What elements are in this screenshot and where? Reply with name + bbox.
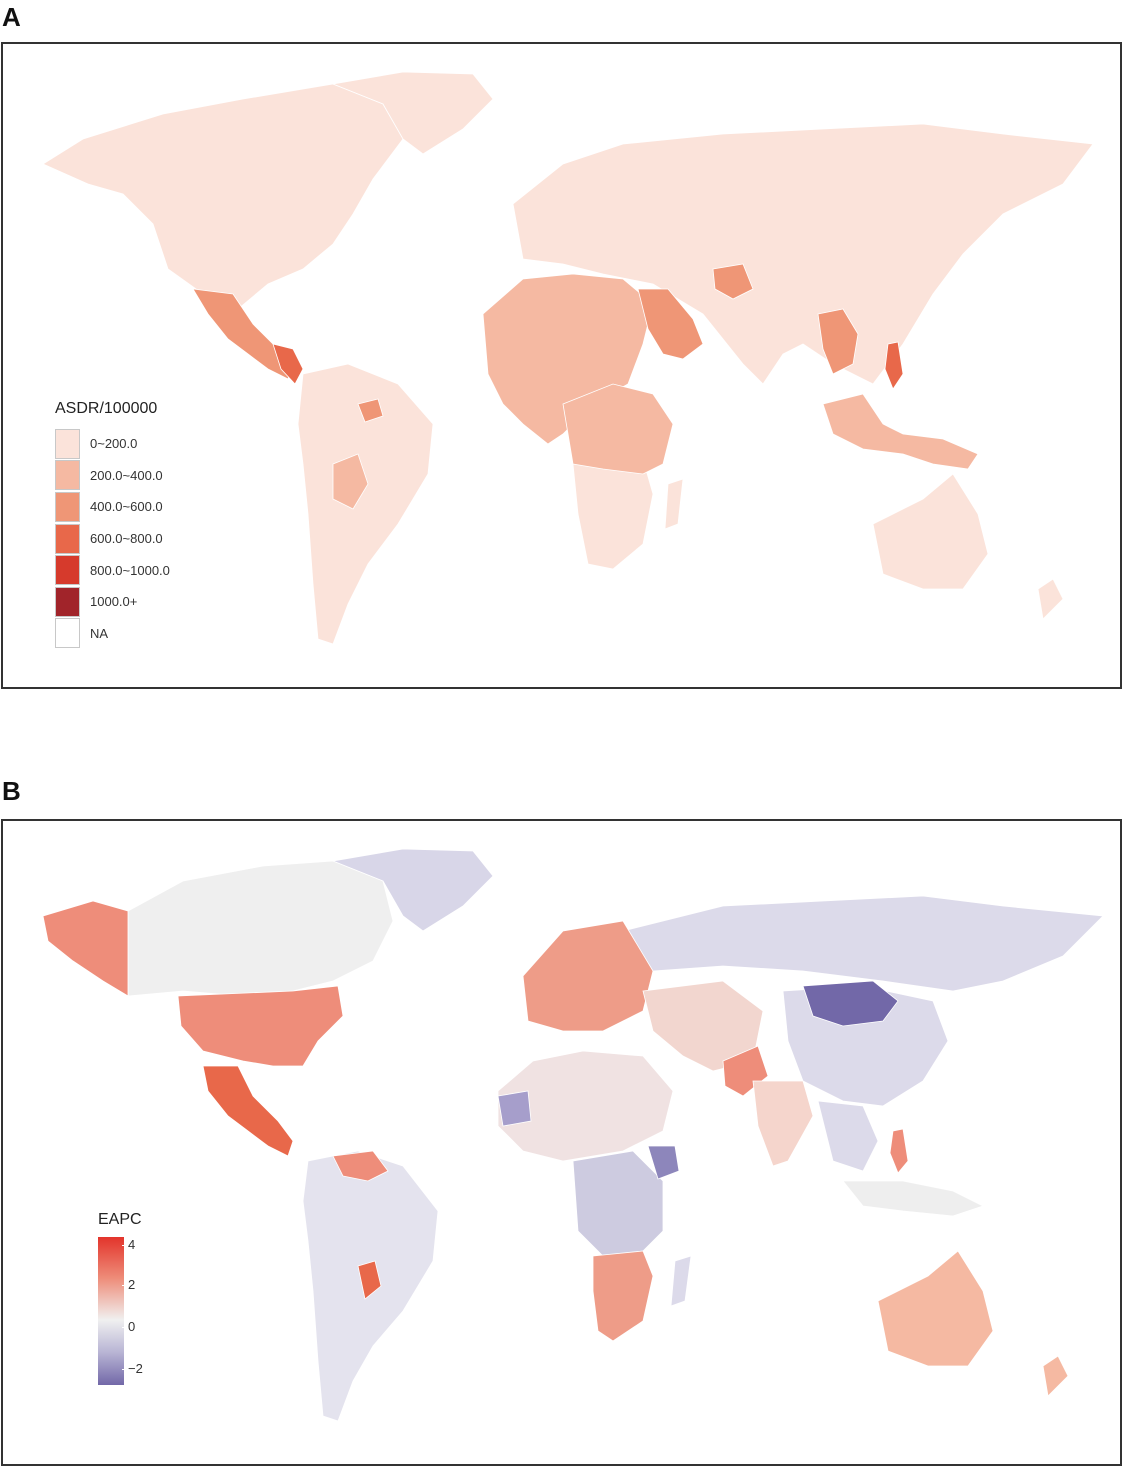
legend-swatch xyxy=(55,618,80,649)
mexico xyxy=(192,288,294,380)
mauritania-region xyxy=(497,1090,532,1127)
mainland-southeast-asia xyxy=(817,308,859,375)
central-america xyxy=(272,343,304,385)
eapc-tick: 0 xyxy=(121,1319,136,1334)
world-map-eapc xyxy=(42,848,1104,1422)
eapc-legend-title: EAPC xyxy=(98,1211,142,1228)
philippines xyxy=(889,1128,909,1174)
legend-swatch xyxy=(55,460,80,491)
united-states xyxy=(177,985,344,1067)
asdr-legend: ASDR/100000 0~200.0 200.0~400.0 400.0~60… xyxy=(55,400,170,649)
legend-item: 0~200.0 xyxy=(55,428,170,460)
india xyxy=(752,1080,814,1167)
legend-item-label: 600.0~800.0 xyxy=(90,531,163,547)
mongolia xyxy=(802,980,899,1027)
new-zealand xyxy=(1042,1355,1069,1397)
eapc-colorbar: 4 2 0 −2 xyxy=(98,1237,143,1387)
australia xyxy=(877,1250,994,1367)
bolivia-region xyxy=(332,453,369,510)
south-america xyxy=(297,363,434,645)
afghanistan xyxy=(712,263,754,300)
philippines xyxy=(884,341,904,390)
legend-item-label: 200.0~400.0 xyxy=(90,467,163,483)
alaska xyxy=(42,900,129,997)
southern-africa xyxy=(572,458,654,570)
world-map-asdr xyxy=(42,71,1094,645)
europe-asia xyxy=(512,123,1094,385)
north-america xyxy=(42,83,404,310)
madagascar xyxy=(670,1255,692,1307)
legend-item: 400.0~600.0 xyxy=(55,491,170,523)
paraguay xyxy=(357,1260,382,1300)
mexico xyxy=(202,1065,294,1157)
greenland xyxy=(331,71,494,155)
eapc-tick: 2 xyxy=(121,1277,136,1292)
legend-item-label: 0~200.0 xyxy=(90,436,138,452)
madagascar xyxy=(664,478,684,530)
legend-swatch xyxy=(55,428,80,459)
legend-item: 1000.0+ xyxy=(55,586,170,618)
legend-item-label: 1000.0+ xyxy=(90,594,138,610)
russia xyxy=(622,895,1104,992)
greenland xyxy=(331,848,494,932)
australia xyxy=(872,473,989,590)
indonesia xyxy=(842,1180,985,1217)
panel-a-label: A xyxy=(2,2,21,32)
north-africa xyxy=(497,1050,674,1162)
eapc-legend: EAPC 4 2 0 −2 xyxy=(98,1211,143,1387)
legend-item: 200.0~400.0 xyxy=(55,460,170,492)
central-africa xyxy=(562,383,674,475)
legend-item-label: 400.0~600.0 xyxy=(90,499,163,515)
legend-swatch xyxy=(55,555,80,586)
legend-item: 600.0~800.0 xyxy=(55,523,170,555)
europe xyxy=(522,920,654,1032)
eapc-tick: −2 xyxy=(122,1361,143,1376)
panel-a-asdr-map: ASDR/100000 0~200.0 200.0~400.0 400.0~60… xyxy=(1,42,1122,689)
southeast-asia xyxy=(817,1100,879,1172)
eapc-colorbar-gradient xyxy=(98,1237,124,1385)
legend-item-label: 800.0~1000.0 xyxy=(90,562,170,578)
legend-swatch xyxy=(55,491,80,522)
new-zealand xyxy=(1037,578,1064,620)
legend-item: NA xyxy=(55,618,170,650)
arabian-peninsula xyxy=(637,288,704,360)
legend-swatch xyxy=(55,586,80,617)
legend-item-label: NA xyxy=(90,625,109,641)
panel-b-label: B xyxy=(2,776,21,806)
venezuela-region xyxy=(332,1150,389,1182)
panel-b-eapc-map: EAPC 4 2 0 −2 xyxy=(1,819,1122,1466)
canada xyxy=(127,860,394,997)
guyana-region xyxy=(357,398,384,423)
asdr-legend-title: ASDR/100000 xyxy=(55,400,158,417)
ethiopia xyxy=(647,1145,680,1180)
legend-item: 800.0~1000.0 xyxy=(55,554,170,586)
eapc-tick: 4 xyxy=(121,1237,136,1252)
southeast-asia-islands xyxy=(822,393,979,470)
central-africa xyxy=(572,1150,664,1257)
legend-swatch xyxy=(55,523,80,554)
southern-africa xyxy=(592,1250,654,1342)
